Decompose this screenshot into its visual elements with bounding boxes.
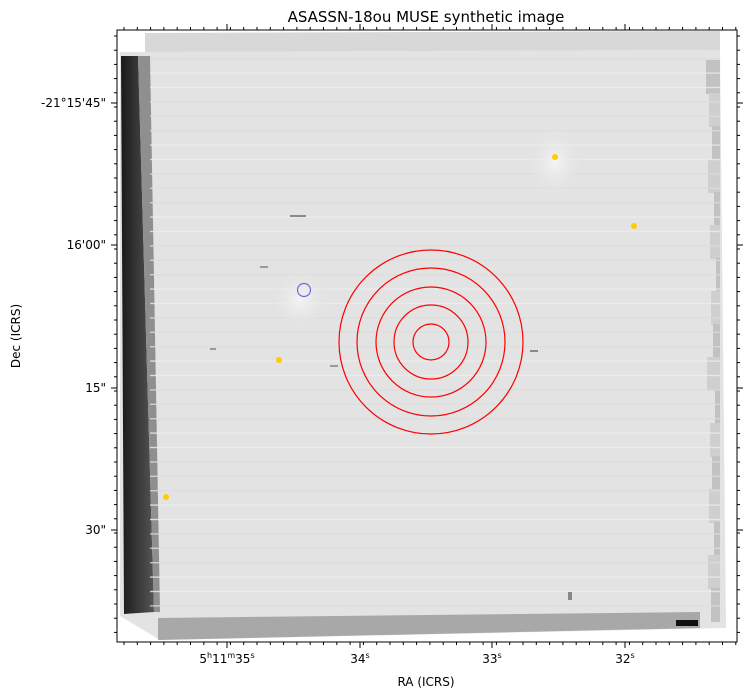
star-marker	[276, 357, 282, 363]
aperture-ring	[338, 249, 524, 435]
dec-tick-label-1: 16'00"	[67, 238, 106, 252]
band-line	[150, 317, 720, 319]
band-line	[150, 418, 720, 420]
band-line	[150, 446, 720, 449]
band-line	[150, 432, 720, 434]
edge-stripe	[709, 93, 720, 127]
band-line	[150, 288, 720, 290]
aperture-ring	[356, 267, 506, 417]
band-line	[150, 360, 720, 362]
band-line	[150, 490, 720, 492]
edge-stripe	[711, 588, 720, 622]
band-line	[150, 504, 720, 506]
aperture-ring	[412, 323, 450, 361]
band-line	[150, 274, 720, 276]
band-line	[150, 547, 720, 549]
edge-stripe	[708, 555, 720, 589]
band-line	[150, 562, 720, 564]
band-line	[150, 302, 720, 305]
left-dark-edge	[121, 56, 154, 614]
blue-circle-marker	[296, 282, 312, 298]
edge-stripe	[714, 192, 720, 226]
edge-stripe	[713, 324, 720, 358]
figure-title: ASASSN-18ou MUSE synthetic image	[288, 8, 565, 26]
edge-stripe	[710, 423, 720, 457]
edge-stripe	[715, 390, 720, 424]
edge-stripe	[709, 489, 720, 523]
x-axis-label: RA (ICRS)	[397, 675, 454, 689]
star-marker	[163, 494, 169, 500]
edge-stripe	[714, 522, 720, 556]
band-line	[150, 230, 720, 233]
ra-tick-label-3: 32s	[615, 651, 634, 666]
band-line	[150, 533, 720, 535]
dec-tick-label-0: -21°15'45"	[41, 96, 106, 110]
star-marker	[631, 223, 637, 229]
axis-ticks	[111, 24, 743, 648]
axes-frame	[116, 29, 738, 643]
band-line	[150, 576, 720, 578]
band-line	[150, 72, 720, 74]
right-edge-stripes	[706, 60, 720, 622]
band-line	[150, 202, 720, 204]
band-line	[150, 605, 720, 607]
band-line	[150, 86, 720, 89]
band-line	[150, 130, 720, 132]
band-line	[150, 403, 720, 405]
muse-image	[117, 30, 737, 642]
band-line	[150, 389, 720, 391]
star-marker	[552, 154, 558, 160]
band-line	[150, 475, 720, 477]
y-axis-label: Dec (ICRS)	[9, 304, 23, 368]
edge-stripe	[712, 126, 720, 160]
band-line	[150, 374, 720, 377]
aperture-ring	[393, 304, 469, 380]
edge-stripe	[711, 291, 720, 325]
edge-stripe	[710, 225, 720, 259]
edge-stripe	[712, 456, 720, 490]
image-field	[120, 50, 726, 640]
dec-tick-label-3: 30"	[85, 523, 106, 537]
edge-stripe	[706, 60, 720, 94]
horizontal-bands	[150, 58, 720, 607]
band-line	[150, 144, 720, 146]
band-line	[150, 216, 720, 218]
band-line	[150, 461, 720, 463]
ra-tick-label-2: 33s	[482, 651, 501, 666]
band-line	[150, 259, 720, 261]
band-line	[150, 331, 720, 333]
edge-stripe	[708, 159, 720, 193]
aperture-rings	[338, 249, 524, 435]
band-line	[150, 346, 720, 348]
band-line	[150, 245, 720, 247]
band-line	[150, 115, 720, 117]
ra-tick-label-1: 34s	[350, 651, 369, 666]
band-line	[150, 173, 720, 175]
edge-stripe	[707, 357, 720, 391]
band-line	[150, 518, 720, 521]
aperture-ring	[375, 286, 487, 398]
band-line	[150, 187, 720, 189]
band-line	[150, 158, 720, 161]
band-line	[150, 590, 720, 593]
ra-tick-label-0: 5h11m35s	[199, 651, 254, 666]
band-line	[150, 58, 720, 60]
star-markers	[163, 154, 637, 500]
band-line	[150, 101, 720, 103]
dec-tick-label-2: 15"	[85, 381, 106, 395]
